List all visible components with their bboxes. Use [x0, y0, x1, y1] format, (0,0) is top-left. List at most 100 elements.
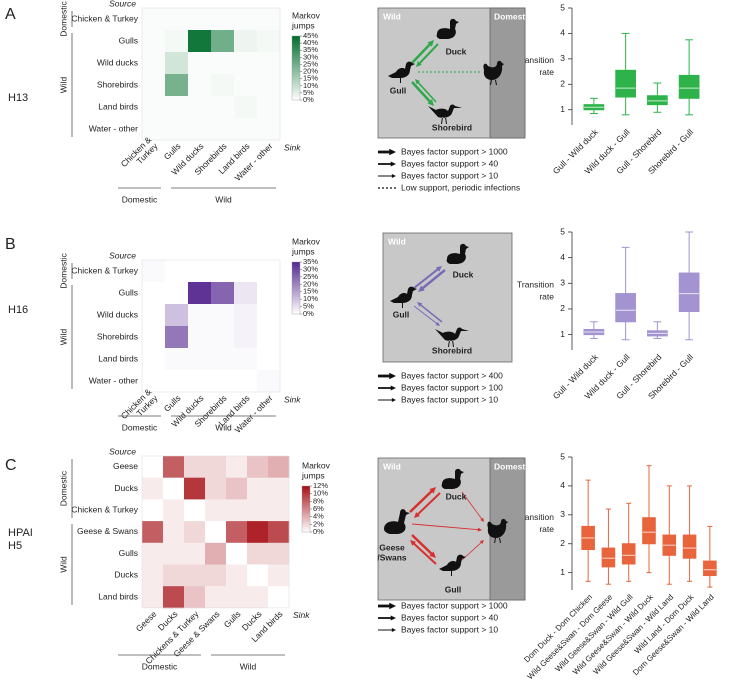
heatmap-cell: [142, 586, 164, 609]
arrow-shaft: [418, 43, 439, 65]
heatmap-cell: [211, 326, 235, 349]
legend-label: Bayes factor support > 400: [401, 370, 503, 380]
heatmap-cell: [205, 521, 227, 544]
column-group-label: Wild: [215, 422, 232, 432]
arrow-head: [429, 551, 436, 558]
heatmap-cell: [142, 521, 164, 544]
node-label: Geese: [379, 542, 405, 552]
box: [647, 95, 668, 106]
heatmap-cell: [142, 304, 166, 327]
colorbar-tick-label: 35%: [303, 257, 318, 266]
heatmap-cell: [257, 304, 281, 327]
heatmap-cell: [188, 282, 212, 305]
heatmap-frame: [141, 455, 290, 609]
colorbar-tick-label: 30%: [303, 52, 318, 61]
y-tick-label: 1: [560, 329, 565, 339]
sink-label: Sink: [284, 394, 301, 404]
node-label: Shorebird: [432, 122, 472, 132]
arrow-head: [429, 487, 436, 494]
node-label: Gull: [390, 85, 407, 95]
animal-icon: [436, 18, 459, 39]
animal-icon: [435, 327, 469, 347]
heatmap-cell: [234, 74, 258, 97]
colorbar-tick-label: 12%: [313, 481, 328, 490]
arrow-shaft: [411, 523, 479, 531]
animal-icon: [446, 243, 469, 264]
legend-label: Bayes factor support > 10: [401, 170, 498, 180]
row-group-label: Domestic: [58, 470, 68, 506]
row-label: Gulls: [119, 35, 138, 45]
heatmap-cell: [184, 456, 206, 478]
heatmap-cell: [234, 260, 258, 283]
heatmap-cell: [211, 304, 235, 327]
source-label: Source: [109, 446, 136, 456]
heatmap-cell: [247, 564, 269, 587]
heatmap-cell: [163, 477, 185, 500]
heatmap-cell: [184, 477, 206, 500]
y-tick-label: 3: [560, 278, 565, 288]
sink-label: Sink: [284, 142, 301, 152]
heatmap-cell: [268, 586, 290, 609]
heatmap-cell: [268, 477, 290, 500]
heatmap-cell: [234, 282, 258, 305]
arrow-head: [415, 79, 421, 85]
colorbar-tick-label: 30%: [303, 264, 318, 273]
heatmap-cell: [257, 326, 281, 349]
row-label: Chicken & Turkey: [71, 265, 138, 275]
heatmap-cell: [142, 564, 164, 587]
heatmap-cell: [211, 260, 235, 283]
heatmap-cell: [247, 542, 269, 565]
heatmap-cell: [268, 564, 290, 587]
arrow-shaft: [411, 43, 432, 64]
colorbar-tick-label: 10%: [303, 81, 318, 90]
heatmap-cell: [234, 52, 258, 75]
heatmap-cell: [257, 370, 281, 393]
source-label: Source: [109, 0, 136, 8]
y-axis-label: Transition: [517, 512, 554, 522]
animal-icon: [388, 61, 415, 83]
colorbar-title: jumps: [301, 470, 325, 480]
colorbar-title: Markov: [292, 10, 321, 20]
heatmap-cell: [226, 586, 248, 609]
colorbar-tick-label: 0%: [303, 309, 314, 318]
heatmap-cell: [142, 118, 166, 141]
heatmap-cell: [188, 96, 212, 119]
heatmap-cell: [142, 326, 166, 349]
heatmap-cell: [205, 499, 227, 522]
heatmap-cell: [142, 477, 164, 500]
row-label: Chicken & Turkey: [71, 13, 138, 23]
row-label: Land birds: [98, 591, 138, 601]
transmission-diagram: Wild Domestic Duck Gull Shorebird Bayes facto…: [377, 7, 533, 192]
heatmap-cell: [165, 8, 189, 31]
heatmap-cell: [257, 260, 281, 283]
heatmap-cell: [226, 477, 248, 500]
heatmap-cell: [268, 499, 290, 522]
node-label: Gull: [393, 309, 410, 319]
heatmap-cell: [257, 348, 281, 371]
heatmap-cell: [165, 74, 189, 97]
y-axis-label: rate: [539, 524, 554, 534]
heatmap-cell: [234, 326, 258, 349]
arrow-shaft: [419, 304, 443, 323]
heatmap-cell: [165, 282, 189, 305]
heatmap-cell: [257, 118, 281, 141]
heatmap-cell: [163, 521, 185, 544]
x-tick-label: Wild Geese&Swan - Wild Gull: [553, 592, 634, 673]
colorbar-tick-label: 45%: [303, 31, 318, 40]
box: [601, 547, 616, 568]
y-tick-label: 1: [560, 567, 565, 577]
heatmap-cell: [205, 477, 227, 500]
colorbar-tick-label: 10%: [313, 489, 328, 498]
region-label: Domestic: [494, 11, 533, 21]
heatmap-cell: [234, 118, 258, 141]
box: [678, 272, 700, 313]
arrow-head: [389, 372, 396, 380]
arrow-shaft: [417, 81, 437, 103]
heatmap: Source Sink Chicken & Turkey Gulls Wild duck…: [58, 0, 320, 204]
colorbar-tick-label: 2%: [313, 519, 324, 528]
box: [615, 293, 636, 323]
